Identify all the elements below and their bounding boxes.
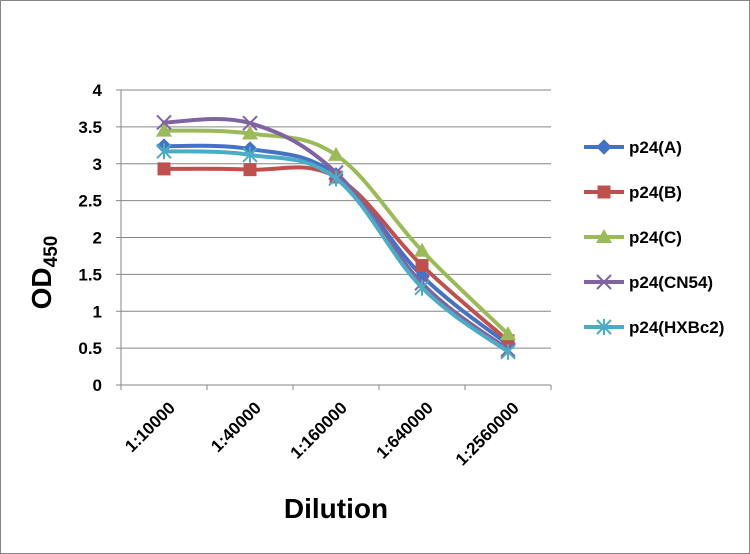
legend-item: p24(A): [584, 138, 682, 157]
data-point: [242, 146, 258, 163]
y-tick-label: 1.5: [78, 265, 102, 284]
y-tick-label: 0.5: [78, 339, 102, 358]
y-tick-label: 1: [93, 302, 102, 321]
data-point: [414, 279, 430, 296]
data-point: [157, 162, 171, 176]
legend-item: p24(B): [584, 183, 682, 202]
y-axis-title: OD450: [26, 236, 62, 310]
legend-marker: [596, 319, 612, 335]
data-point: [500, 326, 516, 341]
y-tick-label: 3: [93, 155, 102, 174]
legend-label: p24(CN54): [629, 273, 713, 292]
legend-marker: [596, 229, 612, 243]
legend-label: p24(C): [629, 228, 682, 247]
legend-marker: [596, 139, 612, 155]
y-axis-ticks: 0 0.5 1 1.5 2 2.5 3 3.5 4: [78, 81, 121, 395]
y-tick-label: 4: [93, 81, 103, 100]
legend-label: p24(B): [629, 183, 682, 202]
data-point: [243, 163, 257, 177]
x-tick-label: 1:2560000: [452, 398, 523, 469]
data-point: [328, 170, 344, 187]
legend-label: p24(HXBc2): [629, 318, 724, 337]
x-tick-label: 1:10000: [121, 398, 179, 456]
x-tick-label: 1:640000: [373, 398, 437, 462]
data-point: [328, 146, 344, 161]
data-point: [156, 114, 172, 131]
data-point: [414, 242, 430, 257]
series-group: [156, 114, 516, 360]
legend-item: p24(HXBc2): [584, 318, 724, 337]
data-point: [156, 143, 172, 160]
y-tick-label: 2.5: [78, 192, 102, 211]
x-axis-ticks: 1:10000 1:40000 1:160000 1:640000 1:2560000: [120, 385, 552, 469]
x-tick-label: 1:40000: [207, 398, 265, 456]
legend-marker: [597, 185, 611, 199]
gridlines: [121, 89, 551, 349]
data-point: [242, 115, 258, 131]
data-point: [242, 125, 258, 140]
legend-item: p24(CN54): [584, 273, 713, 292]
y-axis-title-subscript: 450: [41, 236, 62, 268]
legend-item: p24(C): [584, 228, 682, 247]
x-tick-label: 1:160000: [287, 398, 351, 462]
data-point: [156, 122, 172, 137]
series-p24(C): [156, 122, 516, 341]
legend-label: p24(A): [629, 138, 682, 157]
legend: p24(A) p24(B) p24(C) p24(CN54) p24(HXBc2): [584, 138, 724, 337]
y-tick-label: 0: [93, 376, 102, 395]
data-point: [500, 343, 516, 360]
y-tick-label: 3.5: [78, 118, 102, 137]
y-tick-label: 2: [93, 229, 102, 248]
y-axis-title-base: OD: [26, 267, 57, 309]
legend-marker: [596, 274, 612, 290]
series-p24(HXBc2): [156, 143, 516, 360]
x-axis-title: Dilution: [284, 493, 388, 524]
data-point: [415, 259, 429, 273]
